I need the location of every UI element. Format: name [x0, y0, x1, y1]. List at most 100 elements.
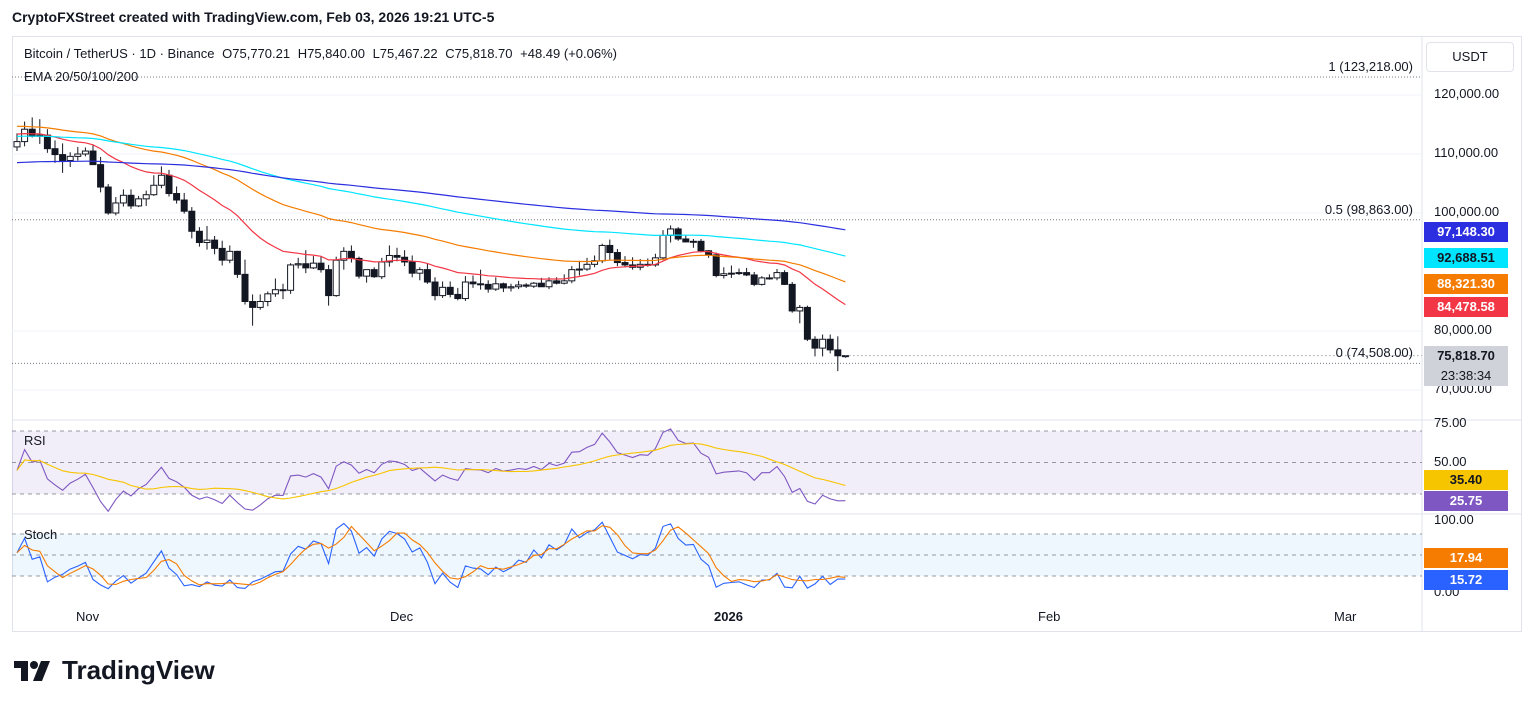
stoch-k-line — [16, 521, 846, 590]
candle-body-up — [294, 263, 302, 266]
candle-body-up — [256, 301, 264, 308]
candle-body-down — [431, 281, 439, 297]
candle — [249, 294, 257, 326]
candle — [256, 294, 264, 310]
candle-body-up — [568, 269, 576, 282]
fib-level-label: 0 (74,508.00) — [1335, 345, 1413, 361]
candle-body-up — [13, 141, 21, 148]
candle — [74, 146, 82, 161]
candle-body-up — [583, 263, 591, 270]
price-tag: 92,688.51 — [1424, 248, 1508, 268]
ema-indicator-label[interactable]: EMA 20/50/100/200 — [24, 69, 139, 84]
candle-body-down — [781, 272, 789, 285]
candle — [271, 278, 279, 297]
price-tick-label: 120,000.00 — [1434, 86, 1500, 101]
candle — [180, 192, 188, 214]
countdown-tag: 23:38:34 — [1424, 366, 1508, 386]
candle — [150, 175, 158, 196]
candle-body-down — [743, 272, 751, 276]
candle-body-up — [575, 268, 583, 271]
high-value: H75,840.00 — [297, 46, 365, 61]
rsi-ma-line — [16, 442, 846, 500]
candle-body-up — [530, 282, 538, 287]
candle — [697, 238, 705, 253]
candle-body-down — [682, 238, 690, 243]
chart-credit: CryptoFXStreet created with TradingView.… — [12, 9, 495, 25]
candle — [781, 270, 789, 285]
candle — [492, 277, 500, 291]
candle — [667, 225, 675, 243]
candle-body-up — [545, 280, 553, 288]
candle — [233, 250, 241, 278]
candle — [104, 184, 112, 215]
candle — [81, 147, 89, 157]
candle — [51, 140, 59, 163]
candle — [112, 197, 120, 216]
candle — [484, 280, 492, 293]
candle — [66, 152, 74, 167]
candle-body-down — [28, 128, 36, 137]
candle — [803, 305, 811, 342]
ema-line-20 — [16, 132, 846, 306]
price-tick-label: 110,000.00 — [1434, 145, 1499, 160]
candle — [287, 263, 295, 294]
candle — [385, 245, 393, 267]
candle — [515, 280, 523, 290]
rsi-tick-label: 75.00 — [1434, 415, 1467, 430]
candle-body-up — [119, 194, 127, 204]
candle — [218, 240, 226, 266]
candle — [135, 195, 143, 208]
candle — [727, 265, 735, 278]
time-tick-label: 2026 — [714, 609, 743, 624]
candle-body-up — [591, 260, 599, 265]
candle-body-up — [363, 269, 371, 277]
candle — [431, 277, 439, 301]
rsi-indicator-label[interactable]: RSI — [24, 433, 46, 448]
fib-level-label: 0.5 (98,863.00) — [1324, 201, 1413, 217]
rsi-tick-label: 50.00 — [1434, 454, 1467, 469]
candle-body-down — [423, 269, 431, 283]
candle — [446, 281, 454, 298]
candle-body-down — [233, 250, 241, 275]
candle-body-up — [507, 286, 515, 289]
candle — [393, 247, 401, 262]
ema-line-200 — [16, 160, 846, 231]
candle-body-down — [97, 164, 105, 188]
candle-body-down — [188, 210, 196, 232]
symbol-label[interactable]: Bitcoin / TetherUS · 1D · Binance — [24, 46, 215, 61]
low-value: L75,467.22 — [372, 46, 438, 61]
candle-body-down — [811, 338, 819, 349]
change-value: +48.49 (+0.06%) — [520, 46, 617, 61]
candle — [575, 260, 583, 276]
candle-body-up — [135, 198, 143, 207]
candle-body-up — [157, 174, 165, 186]
candle — [788, 282, 796, 313]
candle-body-down — [370, 269, 378, 278]
candle-body-down — [484, 283, 492, 290]
stoch-d-tag: 17.94 — [1424, 548, 1508, 568]
candle — [363, 269, 371, 283]
candle-body-down — [469, 281, 477, 285]
candle — [606, 239, 614, 260]
candle-body-down — [537, 282, 545, 288]
stoch-indicator-label[interactable]: Stoch — [24, 527, 58, 542]
candle-body-up — [264, 293, 272, 302]
candle-body-down — [180, 199, 188, 212]
candle — [583, 257, 591, 271]
candle — [309, 256, 317, 270]
candle-body-down — [834, 349, 842, 357]
currency-button[interactable]: USDT — [1426, 42, 1514, 72]
candle — [142, 190, 150, 206]
candle-body-down — [454, 293, 462, 300]
candle — [211, 236, 219, 255]
candle-body-down — [325, 269, 333, 297]
ema-line-100 — [16, 135, 846, 257]
candle-body-down — [173, 193, 181, 201]
chart-frame[interactable] — [12, 36, 1522, 632]
candle — [241, 259, 249, 305]
tradingview-logo-icon — [14, 660, 50, 681]
candle — [499, 282, 507, 293]
candle-body-up — [81, 150, 89, 155]
candle — [568, 266, 576, 284]
